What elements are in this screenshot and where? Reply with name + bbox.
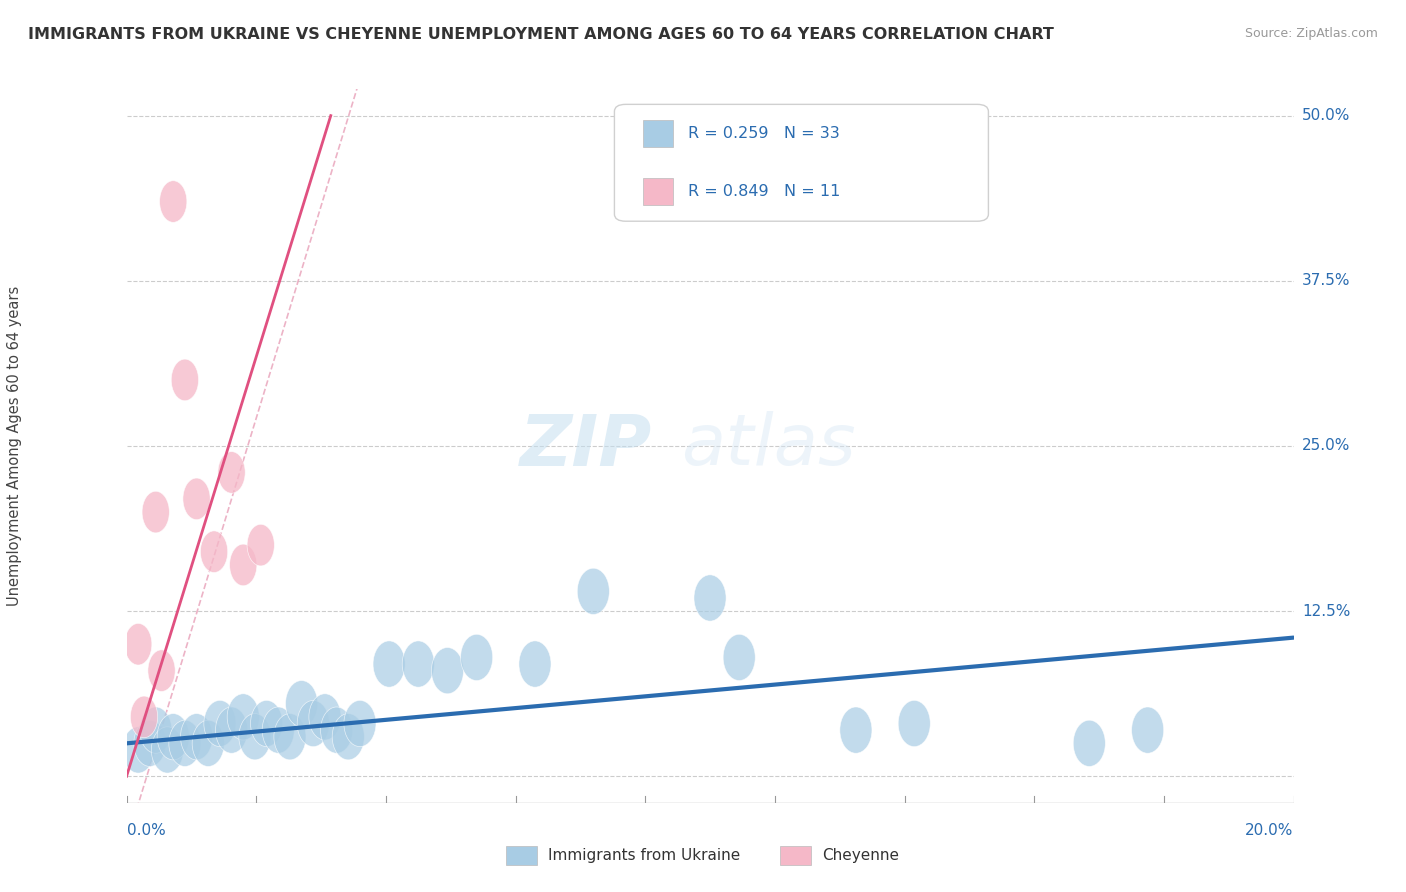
Ellipse shape [134,720,166,766]
Ellipse shape [218,451,245,493]
Ellipse shape [172,359,198,401]
Ellipse shape [183,478,211,520]
Text: R = 0.849   N = 11: R = 0.849 N = 11 [688,185,839,199]
Ellipse shape [159,181,187,222]
Text: 50.0%: 50.0% [1302,108,1351,123]
Ellipse shape [274,714,307,760]
Ellipse shape [229,544,257,586]
Ellipse shape [193,720,225,766]
Ellipse shape [695,574,725,621]
Ellipse shape [332,714,364,760]
Ellipse shape [250,700,283,747]
Ellipse shape [215,707,247,753]
Ellipse shape [1132,707,1164,753]
Text: Source: ZipAtlas.com: Source: ZipAtlas.com [1244,27,1378,40]
Ellipse shape [309,694,342,740]
Ellipse shape [125,624,152,665]
Ellipse shape [204,700,236,747]
Ellipse shape [201,531,228,573]
Ellipse shape [321,707,353,753]
Ellipse shape [122,727,155,773]
Ellipse shape [152,727,183,773]
Text: Cheyenne: Cheyenne [823,848,900,863]
Ellipse shape [373,641,405,687]
Ellipse shape [461,634,492,681]
Text: Unemployment Among Ages 60 to 64 years: Unemployment Among Ages 60 to 64 years [7,285,21,607]
Text: IMMIGRANTS FROM UKRAINE VS CHEYENNE UNEMPLOYMENT AMONG AGES 60 TO 64 YEARS CORRE: IMMIGRANTS FROM UKRAINE VS CHEYENNE UNEM… [28,27,1054,42]
Ellipse shape [285,681,318,727]
Text: 12.5%: 12.5% [1302,604,1351,619]
Ellipse shape [1073,720,1105,766]
Ellipse shape [131,696,157,738]
Ellipse shape [228,694,259,740]
Ellipse shape [402,641,434,687]
Ellipse shape [142,491,169,533]
Text: ZIP: ZIP [519,411,652,481]
Ellipse shape [519,641,551,687]
Text: 20.0%: 20.0% [1246,822,1294,838]
Text: Immigrants from Ukraine: Immigrants from Ukraine [548,848,741,863]
Ellipse shape [239,714,271,760]
Ellipse shape [839,707,872,753]
Ellipse shape [262,707,294,753]
Text: R = 0.259   N = 33: R = 0.259 N = 33 [688,127,839,141]
Ellipse shape [432,648,464,694]
Ellipse shape [148,650,176,691]
Ellipse shape [169,720,201,766]
Ellipse shape [297,700,329,747]
Ellipse shape [247,524,274,566]
Ellipse shape [578,568,609,615]
Ellipse shape [344,700,375,747]
Ellipse shape [139,707,172,753]
Text: 0.0%: 0.0% [127,822,166,838]
Ellipse shape [157,714,190,760]
Ellipse shape [898,700,931,747]
Text: 37.5%: 37.5% [1302,273,1351,288]
Text: atlas: atlas [681,411,855,481]
Text: 25.0%: 25.0% [1302,439,1351,453]
Ellipse shape [180,714,212,760]
Ellipse shape [723,634,755,681]
